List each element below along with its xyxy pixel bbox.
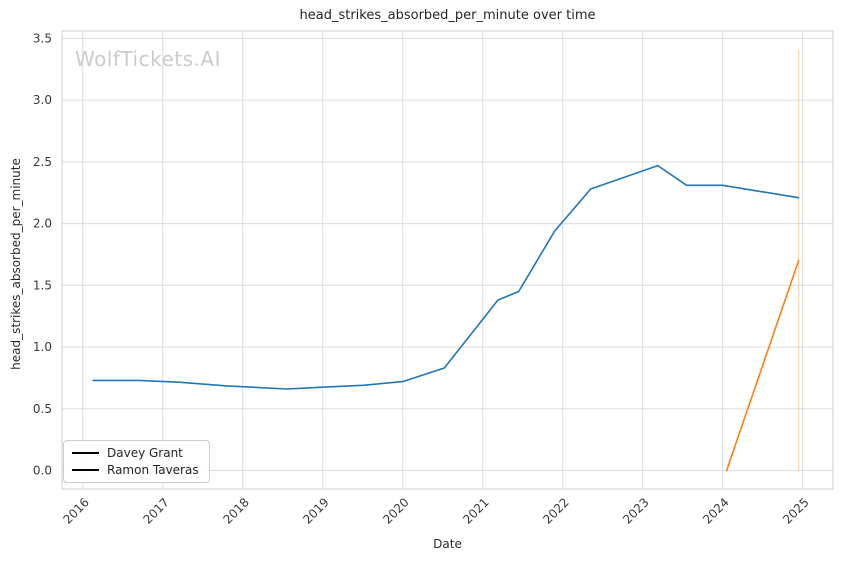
legend-item-davey-grant: Davey Grant	[72, 446, 199, 460]
series-line-davey-grant	[92, 164, 800, 390]
x-tick-label: 2016	[60, 495, 91, 526]
x-tick-label: 2024	[700, 495, 731, 526]
legend-item-ramon-taveras: Ramon Taveras	[72, 463, 199, 477]
x-axis-label: Date	[433, 537, 462, 551]
legend-label: Davey Grant	[107, 446, 183, 460]
chart-title: head_strikes_absorbed_per_minute over ti…	[299, 8, 596, 23]
watermark: WolfTickets.AI	[75, 47, 221, 71]
series-line-ramon-taveras	[725, 259, 800, 472]
y-tick-label: 0.0	[33, 463, 52, 477]
x-tick-label: 2018	[220, 495, 251, 526]
y-tick-label: 1.0	[33, 340, 52, 354]
y-tick-label: 3.0	[33, 93, 52, 107]
legend-label: Ramon Taveras	[107, 463, 199, 477]
legend: Davey Grant Ramon Taveras	[63, 440, 210, 483]
x-tick-label: 2017	[140, 495, 171, 526]
y-tick-label: 2.5	[33, 155, 52, 169]
y-axis-label: head_strikes_absorbed_per_minute	[9, 158, 23, 370]
y-tick-label: 2.0	[33, 217, 52, 231]
x-tick-label: 2020	[380, 495, 411, 526]
x-tick-label: 2021	[460, 495, 491, 526]
x-tick-label: 2022	[540, 495, 571, 526]
legend-line-swatch-orange	[72, 469, 99, 471]
legend-line-swatch-blue	[72, 452, 99, 454]
y-tick-label: 3.5	[33, 31, 52, 45]
axes-spines	[61, 30, 834, 490]
y-tick-label: 1.5	[33, 278, 52, 292]
y-tick-label: 0.5	[33, 402, 52, 416]
x-tick-label: 2019	[300, 495, 331, 526]
x-tick-label: 2023	[620, 495, 651, 526]
x-tick-label: 2025	[780, 495, 811, 526]
